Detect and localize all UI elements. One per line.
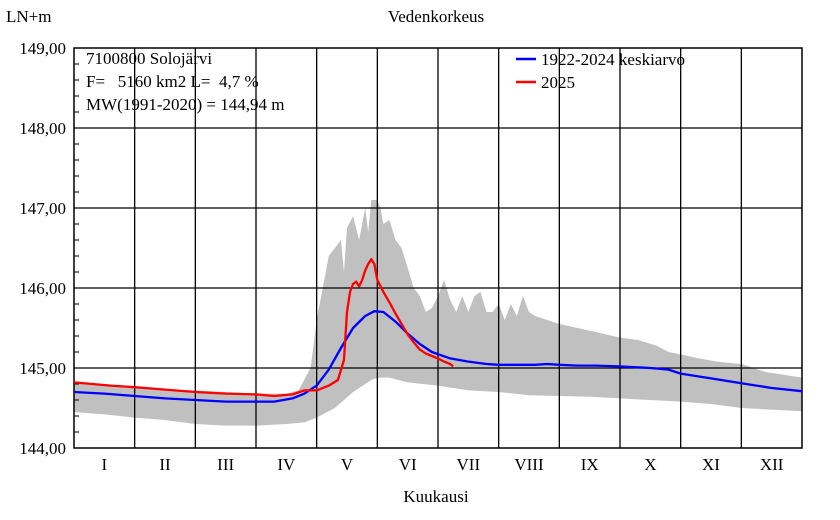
y-axis-unit-label: LN+m bbox=[6, 7, 51, 26]
station-info-line: F= 5160 km2 L= 4,7 % bbox=[86, 72, 259, 91]
x-axis-label: Kuukausi bbox=[403, 487, 468, 506]
x-tick-label: XII bbox=[760, 455, 784, 474]
x-tick-label: VIII bbox=[514, 455, 544, 474]
x-tick-label: V bbox=[341, 455, 354, 474]
x-tick-label: VII bbox=[457, 455, 481, 474]
x-tick-label: IX bbox=[581, 455, 599, 474]
x-tick-label: VI bbox=[399, 455, 417, 474]
series-layer bbox=[73, 258, 803, 403]
y-tick-labels: 144,00 145,00 146,00 147,00 148,00 149,00 bbox=[19, 39, 66, 458]
x-tick-labels: I II III IV V VI VII VIII IX X XI XII bbox=[101, 455, 783, 474]
y-tick-label: 147,00 bbox=[19, 199, 66, 218]
station-info-line: 7100800 Solojärvi bbox=[86, 49, 212, 68]
series-line-average bbox=[73, 310, 803, 403]
chart-title: Vedenkorkeus bbox=[388, 7, 484, 26]
x-tick-label: II bbox=[159, 455, 171, 474]
legend-label: 2025 bbox=[541, 73, 575, 92]
series-line-current-year bbox=[73, 258, 454, 398]
legend-label: 1922-2024 keskiarvo bbox=[541, 50, 685, 69]
x-tick-label: XI bbox=[702, 455, 720, 474]
x-tick-label: X bbox=[644, 455, 656, 474]
station-info: 7100800 Solojärvi F= 5160 km2 L= 4,7 % M… bbox=[86, 49, 284, 114]
y-tick-label: 146,00 bbox=[19, 279, 66, 298]
x-tick-label: I bbox=[101, 455, 107, 474]
x-tick-label: IV bbox=[277, 455, 296, 474]
y-tick-label: 149,00 bbox=[19, 39, 66, 58]
grid-layer bbox=[73, 47, 803, 449]
y-tick-label: 145,00 bbox=[19, 359, 66, 378]
station-info-line: MW(1991-2020) = 144,94 m bbox=[86, 95, 284, 114]
legend: 1922-2024 keskiarvo 2025 bbox=[516, 50, 685, 92]
y-tick-label: 144,00 bbox=[19, 439, 66, 458]
y-tick-label: 148,00 bbox=[19, 119, 66, 138]
plot-frame bbox=[73, 47, 803, 449]
x-tick-label: III bbox=[217, 455, 234, 474]
